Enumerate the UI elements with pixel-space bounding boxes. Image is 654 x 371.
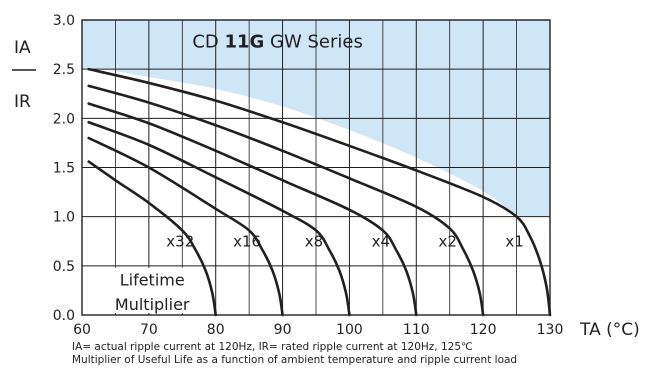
grid bbox=[81, 19, 551, 316]
x-tick-label: 80 bbox=[207, 322, 225, 338]
series-line-x16 bbox=[87, 136, 284, 317]
y-axis-label-denominator: IR bbox=[14, 92, 31, 112]
y-tick-label: 0.0 bbox=[53, 308, 75, 324]
series-line-x4 bbox=[87, 102, 418, 317]
y-tick-label: 1.5 bbox=[53, 161, 75, 177]
chart-title: CD 11G GW Series bbox=[192, 32, 363, 53]
annotation-line-1: Lifetime bbox=[120, 271, 185, 290]
series-label-x8: x8 bbox=[305, 232, 323, 250]
x-tick-label: 90 bbox=[274, 322, 292, 338]
y-tick-label: 3.0 bbox=[53, 13, 75, 29]
y-axis-label-numerator: IA bbox=[14, 38, 31, 58]
series-label-x4: x4 bbox=[372, 232, 390, 250]
series-line-x1 bbox=[87, 67, 552, 317]
y-tick-label: 2.0 bbox=[53, 111, 75, 127]
title-background bbox=[188, 30, 371, 54]
series-line-x2 bbox=[87, 84, 485, 317]
x-tick-label: 100 bbox=[336, 322, 363, 338]
series-line-x32 bbox=[87, 160, 218, 317]
chart: 60 70 80 90 100 110 120 130 0.0 0.5 1.0 1.5 2.0 2.5 3.… bbox=[12, 13, 640, 340]
y-tick-label: 0.5 bbox=[53, 259, 75, 275]
footnote-ripple-definition: IA= actual ripple current at 120Hz, IR= … bbox=[72, 341, 473, 353]
x-axis-label: TA (°C) bbox=[579, 320, 640, 340]
x-tick-label: 110 bbox=[403, 322, 430, 338]
series-label-x1: x1 bbox=[505, 232, 523, 250]
annotation-background bbox=[114, 267, 190, 313]
labels: 60 70 80 90 100 110 120 130 0.0 0.5 1.0 1.5 2.0 2.5 3.… bbox=[12, 13, 640, 340]
series-label-x32: x32 bbox=[166, 232, 194, 250]
series-line-x8 bbox=[87, 120, 351, 317]
series-label-x16: x16 bbox=[233, 232, 261, 250]
x-tick-label: 70 bbox=[140, 322, 158, 338]
curves bbox=[87, 67, 552, 317]
x-tick-label: 130 bbox=[537, 322, 564, 338]
series-label-x2: x2 bbox=[438, 232, 456, 250]
annotation-line-2: Multiplier bbox=[115, 295, 190, 314]
y-tick-label: 2.5 bbox=[53, 62, 75, 78]
footnote-multiplier-description: Multiplier of Useful Life as a function … bbox=[72, 354, 518, 366]
x-tick-label: 60 bbox=[73, 322, 91, 338]
plot-frame bbox=[81, 19, 551, 316]
y-tick-label: 1.0 bbox=[53, 210, 75, 226]
x-tick-label: 120 bbox=[470, 322, 497, 338]
